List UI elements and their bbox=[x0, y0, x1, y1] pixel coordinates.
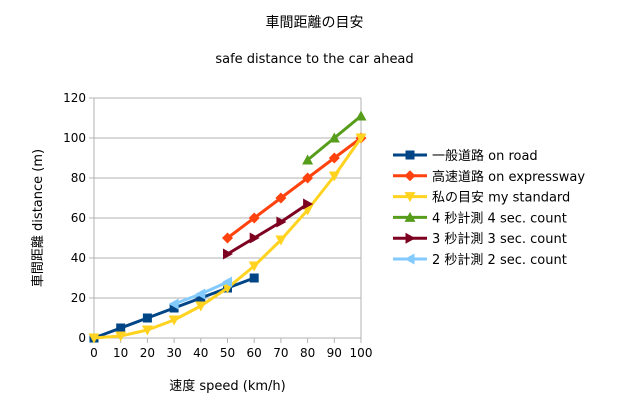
data-point bbox=[195, 288, 206, 300]
x-tick-label: 30 bbox=[166, 346, 181, 360]
data-point bbox=[222, 232, 233, 244]
data-point bbox=[355, 133, 367, 144]
series-3 bbox=[88, 133, 367, 344]
legend-label: 3 秒計測 3 sec. count bbox=[432, 231, 567, 247]
plot-area bbox=[88, 110, 367, 344]
data-point bbox=[168, 298, 179, 310]
legend-marker bbox=[404, 192, 416, 203]
data-point bbox=[302, 172, 314, 184]
x-tick-label: 90 bbox=[327, 346, 342, 360]
series-line bbox=[226, 136, 362, 240]
x-tick-label: 70 bbox=[273, 346, 288, 360]
x-tick-label: 40 bbox=[193, 346, 208, 360]
series-2 bbox=[222, 132, 367, 244]
series-5 bbox=[223, 198, 314, 260]
data-point bbox=[328, 152, 340, 164]
data-point bbox=[169, 303, 179, 313]
data-point bbox=[141, 325, 153, 336]
data-point bbox=[303, 198, 314, 210]
series-6 bbox=[168, 276, 232, 310]
y-tick-label: 60 bbox=[71, 211, 86, 225]
data-point bbox=[275, 235, 287, 246]
data-point bbox=[88, 333, 100, 344]
x-tick-label: 0 bbox=[90, 346, 98, 360]
legend-entry-1: 一般道路 on road bbox=[393, 148, 538, 164]
series-line bbox=[226, 202, 309, 256]
data-point bbox=[249, 273, 259, 283]
data-point bbox=[355, 110, 367, 121]
data-point bbox=[328, 171, 340, 182]
legend-entry-3: 私の目安 my standard bbox=[393, 191, 570, 206]
data-point bbox=[115, 331, 127, 342]
legend-entry-6: 2 秒計測 2 sec. count bbox=[393, 252, 567, 268]
legend-label: 4 秒計測 4 sec. count bbox=[432, 210, 567, 226]
data-point bbox=[168, 315, 180, 326]
legend: 一般道路 on road 高速道路 on expressway 私の目安 my st… bbox=[393, 148, 585, 268]
chart-subtitle: safe distance to the car ahead bbox=[215, 52, 414, 67]
axes bbox=[89, 97, 362, 343]
legend-entry-5: 3 秒計測 3 sec. count bbox=[393, 231, 567, 247]
x-axis-label: 速度 speed (km/h) bbox=[169, 378, 286, 394]
legend-marker bbox=[404, 170, 416, 182]
x-tick-label: 80 bbox=[300, 346, 315, 360]
data-point bbox=[275, 192, 287, 204]
legend-marker bbox=[404, 253, 415, 265]
legend-label: 2 秒計測 2 sec. count bbox=[432, 252, 567, 268]
data-point bbox=[276, 216, 287, 228]
data-point bbox=[248, 261, 260, 272]
y-tick-label: 40 bbox=[71, 251, 86, 265]
y-tick-label: 0 bbox=[78, 331, 86, 345]
y-tick-label: 120 bbox=[63, 91, 86, 105]
data-point bbox=[302, 154, 314, 165]
legend-marker bbox=[405, 150, 415, 160]
legend-marker bbox=[405, 232, 416, 244]
series-4 bbox=[302, 110, 367, 165]
x-tick-label: 50 bbox=[220, 346, 235, 360]
y-tick-label: 80 bbox=[71, 171, 86, 185]
data-point bbox=[248, 212, 260, 224]
data-point bbox=[222, 276, 232, 288]
data-point bbox=[196, 293, 206, 303]
x-tick-label: 60 bbox=[247, 346, 262, 360]
y-axis-label: 車間距離 distance (m) bbox=[31, 149, 46, 287]
data-point bbox=[116, 323, 126, 333]
tick-labels: 0 20 40 60 80 100 120 0 10 20 30 40 50 60 70 80 90 100 bbox=[63, 91, 372, 360]
y-tick-label: 20 bbox=[71, 291, 86, 305]
legend-label: 高速道路 on expressway bbox=[432, 169, 585, 185]
legend-marker bbox=[404, 211, 416, 222]
chart-title: 車間距離の目安 bbox=[265, 15, 364, 31]
legend-entry-2: 高速道路 on expressway bbox=[393, 169, 585, 185]
legend-label: 一般道路 on road bbox=[432, 148, 538, 164]
data-point bbox=[328, 132, 340, 143]
x-tick-label: 100 bbox=[350, 346, 373, 360]
data-point bbox=[223, 248, 233, 260]
data-point bbox=[195, 301, 207, 312]
x-tick-label: 20 bbox=[140, 346, 155, 360]
data-point bbox=[249, 232, 260, 244]
legend-label: 私の目安 my standard bbox=[432, 191, 570, 206]
x-tick-label: 10 bbox=[113, 346, 128, 360]
grid-lines bbox=[94, 97, 361, 339]
y-tick-label: 100 bbox=[63, 131, 86, 145]
legend-entry-4: 4 秒計測 4 sec. count bbox=[393, 210, 567, 226]
data-point bbox=[142, 313, 152, 323]
